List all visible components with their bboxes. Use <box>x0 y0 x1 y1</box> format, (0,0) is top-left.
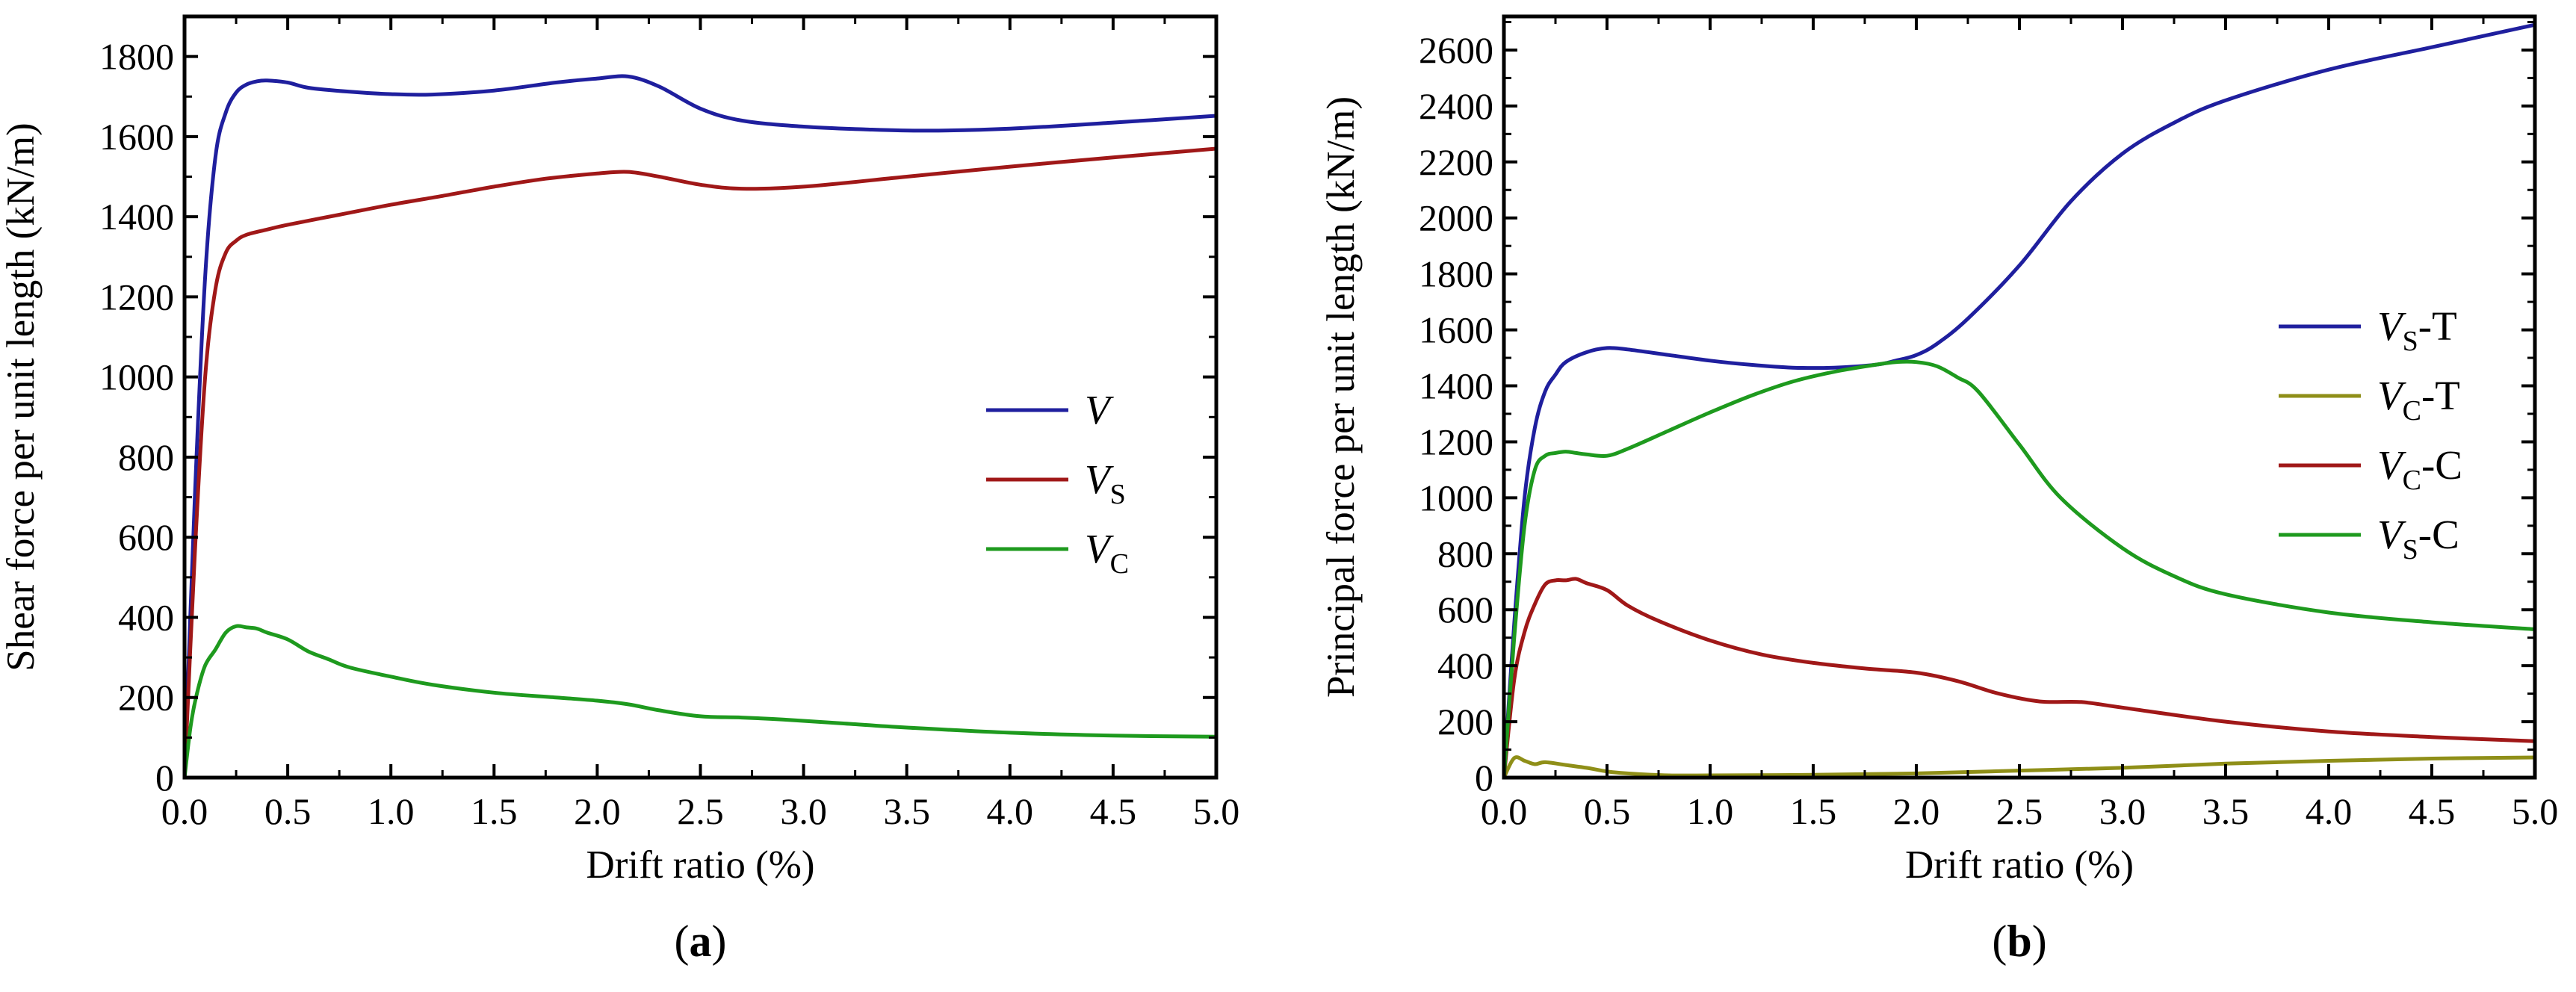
panel-b-x-tick-label: 4.0 <box>2306 790 2353 832</box>
panel-b-x-axis-title: Drift ratio (%) <box>1905 843 2134 887</box>
panel-b-x-tick-label: 2.0 <box>1893 790 1940 832</box>
panel-b-y-tick-label: 1200 <box>1419 421 1493 462</box>
panel-a-y-axis-title: Shear force per unit length (kN/m) <box>0 123 43 671</box>
panel-b-x-tick-label: 5.0 <box>2512 790 2559 832</box>
panel-a-y-tick-label: 1200 <box>99 276 174 317</box>
panel-a-y-tick-label: 0 <box>155 757 174 799</box>
panel-b-legend: VS-T VC-T VC-C VS-C <box>2279 303 2462 565</box>
panel-b-y-tick-label: 0 <box>1475 757 1493 799</box>
panel-a-series-vc-line <box>185 624 1216 778</box>
panel-b-x-tick-label: 3.0 <box>2099 790 2146 832</box>
panel-b-x-tick-label: 2.5 <box>1996 790 2043 832</box>
panel-a-y-tick-label: 1000 <box>99 356 174 398</box>
legend-label-vc: VC <box>1085 526 1129 580</box>
panel-a-x-tick-label: 0.0 <box>161 790 208 832</box>
panel-b-series-vs-c-line <box>1504 359 2535 778</box>
panel-a-y-tick-label: 200 <box>118 677 174 719</box>
panel-a-x-tick-label: 5.0 <box>1193 790 1240 832</box>
panel-b-y-tick-label: 1400 <box>1419 365 1493 407</box>
legend-label-v: V <box>1085 387 1114 433</box>
panel-b-x-tick-label: 0.0 <box>1481 790 1528 832</box>
panel-b-x-tick-label: 1.5 <box>1790 790 1837 832</box>
panel-a-x-tick-label: 2.5 <box>677 790 724 832</box>
legend-label-vs-c: VS-C <box>2377 512 2459 565</box>
panel-b-x-tick-label: 4.5 <box>2409 790 2456 832</box>
panel-a-panel-label: (a) <box>675 917 727 966</box>
panel-b-y-tick-label: 2400 <box>1419 85 1493 127</box>
panel-b-y-axis-title: Principal force per unit length (kN/m) <box>1319 96 1363 698</box>
panel-b-series-vc-t-line <box>1504 755 2535 778</box>
panel-b-y-tick-label: 2200 <box>1419 141 1493 183</box>
panel-a-y-tick-label: 800 <box>118 436 174 478</box>
panel-a-x-tick-label: 3.0 <box>780 790 827 832</box>
panel-b-x-tick-label: 0.5 <box>1584 790 1631 832</box>
panel-a-x-tick-label: 4.5 <box>1090 790 1137 832</box>
panel-a-x-tick-label: 3.5 <box>883 790 930 832</box>
panel-b-y-tick-label: 1000 <box>1419 477 1493 518</box>
panel-a-y-tick-label: 1800 <box>99 36 174 78</box>
panel-b-panel-label: (b) <box>1992 917 2046 966</box>
panel-b-y-tick-label: 2600 <box>1419 29 1493 71</box>
panel-a-legend: V VS VC <box>986 387 1129 580</box>
panel-a-y-tick-label: 1400 <box>99 196 174 238</box>
panel-a-series-v-line <box>185 74 1216 778</box>
panel-b-series-vc-c-line <box>1504 577 2535 778</box>
panel-a-x-tick-label: 1.5 <box>471 790 518 832</box>
panel-b-chart: 0.0 0.5 1.0 1.5 2.0 2.5 3.0 3.5 4.0 4.5 5.0 0 200 400… <box>1319 14 2559 966</box>
panel-a-x-tick-label: 2.0 <box>574 790 621 832</box>
panel-b-x-tick-label: 1.0 <box>1687 790 1734 832</box>
legend-label-vs-t: VS-T <box>2377 303 2457 357</box>
panel-b-x-tick-label: 3.5 <box>2202 790 2250 832</box>
panel-b-y-tick-label: 200 <box>1437 701 1493 743</box>
legend-label-vc-c: VC-C <box>2377 442 2462 496</box>
panel-a-x-tick-label: 0.5 <box>264 790 312 832</box>
panel-a-y-tick-label: 600 <box>118 516 174 558</box>
legend-label-vs: VS <box>1085 456 1126 510</box>
panel-b-series-vs-t-line <box>1504 22 2535 778</box>
panel-b-y-tick-label: 2000 <box>1419 197 1493 239</box>
panel-b-y-tick-label: 1600 <box>1419 309 1493 351</box>
panel-a-x-tick-label: 1.0 <box>368 790 415 832</box>
panel-b-y-tick-label: 800 <box>1437 533 1493 574</box>
panel-a-series-vs-line <box>185 146 1216 778</box>
panel-a-y-tick-label: 1600 <box>99 116 174 158</box>
panel-a-x-axis-title: Drift ratio (%) <box>586 843 814 887</box>
panel-a-y-tick-label: 400 <box>118 596 174 638</box>
panel-b-y-tick-label: 600 <box>1437 589 1493 630</box>
legend-label-vc-t: VC-T <box>2377 373 2460 427</box>
panel-b-y-tick-label: 400 <box>1437 645 1493 686</box>
panel-a-chart: 0.0 0.5 1.0 1.5 2.0 2.5 3.0 3.5 4.0 4.5 5.0 0 200 400… <box>0 14 1240 966</box>
panel-a-x-tick-label: 4.0 <box>987 790 1034 832</box>
panel-b-y-tick-label: 1800 <box>1419 253 1493 295</box>
